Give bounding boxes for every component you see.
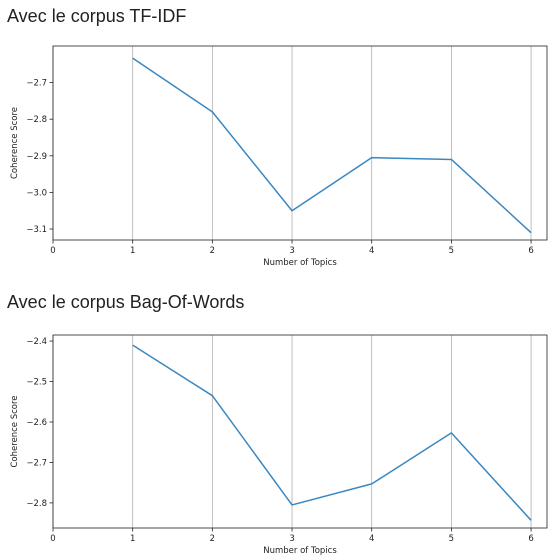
tfidf-x-tick-label: 1 bbox=[130, 246, 135, 256]
tfidf-y-tick-label: −3.1 bbox=[26, 225, 47, 235]
bow-series-line bbox=[132, 344, 532, 521]
bow-y-tick-label: −2.8 bbox=[26, 499, 47, 509]
tfidf-x-tick-label: 0 bbox=[50, 246, 55, 256]
tfidf-x-tick-label: 3 bbox=[289, 246, 294, 256]
bow-y-tick-label: −2.7 bbox=[26, 458, 47, 468]
bow-x-tick-label: 5 bbox=[449, 534, 454, 544]
bow-x-tick-label: 1 bbox=[130, 534, 135, 544]
bow-x-tick-label: 4 bbox=[369, 534, 374, 544]
chart-bow-coherence: 0 1 2 3 4 5 6 −2.4 −2.5 −2.6 −2.7 −2.8 Number of Top… bbox=[10, 334, 548, 556]
tfidf-x-tick-label: 2 bbox=[210, 246, 215, 256]
chart-tfidf-coherence: 0 1 2 3 4 5 6 −2.7 −2.8 −2.9 −3.0 −3.1 Number of Top… bbox=[10, 45, 548, 268]
tfidf-y-tick-label: −2.7 bbox=[26, 79, 47, 89]
bow-x-tick-label: 6 bbox=[528, 534, 533, 544]
tfidf-y-tick-label: −2.8 bbox=[26, 115, 47, 125]
bow-y-axis-label: Coherence Score bbox=[10, 395, 20, 467]
tfidf-y-tick-label: −2.9 bbox=[26, 152, 47, 162]
tfidf-x-tick-label: 4 bbox=[369, 246, 374, 256]
tfidf-x-tick-label: 6 bbox=[528, 246, 533, 256]
bow-x-tick-label: 3 bbox=[289, 534, 294, 544]
bow-x-tick-label: 2 bbox=[210, 534, 215, 544]
bow-y-tick-label: −2.4 bbox=[26, 337, 47, 347]
tfidf-x-tick-label: 5 bbox=[449, 246, 454, 256]
tfidf-series-line bbox=[132, 57, 532, 234]
tfidf-x-axis-label: Number of Topics bbox=[263, 258, 337, 268]
bow-x-axis-label: Number of Topics bbox=[263, 546, 337, 556]
bow-y-tick-label: −2.5 bbox=[26, 378, 47, 388]
tfidf-y-tick-label: −3.0 bbox=[26, 188, 47, 198]
bow-x-tick-label: 0 bbox=[50, 534, 55, 544]
section-heading-tfidf: Avec le corpus TF-IDF bbox=[7, 6, 187, 26]
bow-axes-frame bbox=[52, 334, 548, 529]
section-heading-bow: Avec le corpus Bag-Of-Words bbox=[7, 292, 245, 312]
bow-y-tick-label: −2.6 bbox=[26, 418, 47, 428]
tfidf-y-axis-label: Coherence Score bbox=[10, 107, 20, 179]
tfidf-axes-frame bbox=[52, 45, 548, 241]
